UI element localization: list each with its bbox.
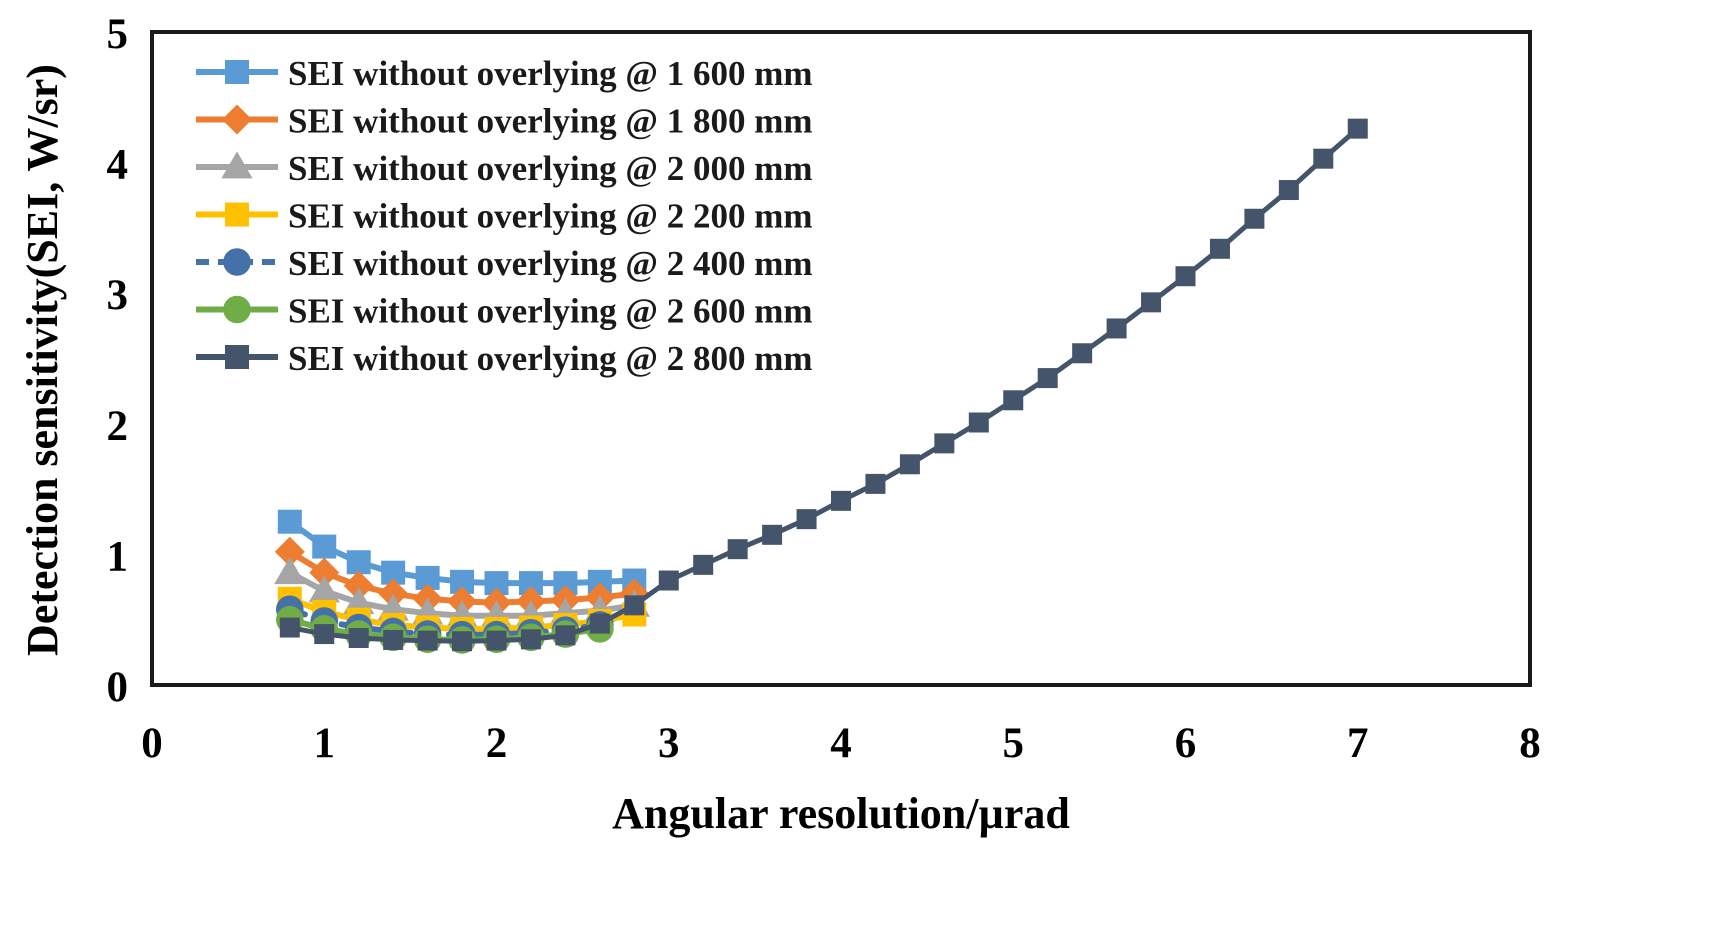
data-point-marker: [383, 629, 404, 650]
data-point-marker: [796, 509, 817, 530]
data-point-marker: [658, 570, 679, 591]
legend-item-label: SEI without overlying @ 2 800 mm: [288, 339, 813, 378]
x-axis-title: Angular resolution/µrad: [612, 789, 1070, 838]
data-point-marker: [274, 557, 306, 585]
data-point-marker: [274, 536, 305, 567]
data-point-marker: [968, 412, 989, 433]
x-tick-label: 0: [141, 720, 163, 767]
data-point-marker: [1313, 148, 1334, 169]
data-point-marker: [555, 625, 576, 646]
chart-legend: SEI without overlying @ 1 600 mm SEI with…: [196, 54, 813, 378]
series-line: [286, 606, 603, 638]
data-point-marker: [222, 104, 252, 135]
chart-series: [279, 118, 1368, 652]
data-point-marker: [225, 345, 249, 369]
y-tick-label: 0: [107, 664, 129, 711]
x-tick-label: 1: [314, 720, 336, 767]
data-point-marker: [693, 554, 714, 575]
data-point-marker: [1106, 318, 1127, 339]
data-point-marker: [225, 60, 249, 84]
data-point-marker: [520, 629, 541, 650]
data-point-marker: [309, 557, 340, 588]
data-point-marker: [223, 295, 251, 324]
data-point-marker: [312, 534, 337, 559]
data-point-marker: [762, 524, 783, 545]
legend-item[interactable]: SEI without overlying @ 2 200 mm: [196, 197, 813, 236]
legend-item-label: SEI without overlying @ 2 600 mm: [288, 292, 813, 331]
y-tick-label: 3: [107, 272, 129, 319]
legend-item-label: SEI without overlying @ 2 400 mm: [288, 244, 813, 283]
data-point-marker: [831, 490, 851, 511]
data-point-marker: [1209, 238, 1230, 259]
data-point-marker: [221, 151, 253, 179]
y-tick-label: 4: [107, 142, 129, 189]
data-point-marker: [378, 578, 409, 609]
x-tick-label: 4: [830, 720, 852, 767]
x-tick-label: 3: [658, 720, 680, 767]
data-point-marker: [727, 539, 748, 560]
legend-item-label: SEI without overlying @ 1 800 mm: [288, 102, 813, 141]
y-tick-label: 1: [107, 533, 129, 580]
series-layer: [274, 118, 1368, 654]
y-tick-label: 2: [107, 403, 129, 450]
data-point-marker: [308, 575, 340, 603]
x-tick-label: 8: [1519, 720, 1541, 767]
data-point-marker: [343, 570, 374, 601]
data-point-marker: [934, 433, 955, 454]
x-tick-label: 5: [1003, 720, 1025, 767]
y-axis-tick-labels: 0 1 2 3 4 5: [107, 11, 129, 711]
data-point-marker: [1244, 208, 1265, 229]
data-point-marker: [417, 630, 438, 651]
data-point-marker: [225, 202, 249, 227]
data-point-marker: [452, 631, 473, 652]
legend-item[interactable]: SEI without overlying @ 1 800 mm: [196, 102, 813, 141]
data-point-marker: [346, 550, 371, 575]
data-point-marker: [277, 509, 302, 534]
data-point-marker: [865, 473, 886, 494]
data-point-marker: [279, 617, 300, 638]
x-tick-label: 6: [1175, 720, 1197, 767]
data-point-marker: [624, 595, 645, 616]
legend-item[interactable]: SEI without overlying @ 2 600 mm: [196, 292, 813, 331]
data-point-marker: [1347, 118, 1368, 139]
legend-item[interactable]: SEI without overlying @ 2 800 mm: [196, 339, 813, 378]
legend-item[interactable]: SEI without overlying @ 2 400 mm: [196, 244, 813, 283]
data-point-marker: [1003, 390, 1024, 411]
legend-item-label: SEI without overlying @ 1 600 mm: [288, 54, 813, 93]
data-point-marker: [314, 624, 335, 645]
y-axis-title: Detection sensitivity(SEI, W/sr): [18, 64, 67, 656]
data-point-marker: [486, 630, 507, 651]
data-point-marker: [899, 454, 920, 475]
legend-item-label: SEI without overlying @ 2 200 mm: [288, 197, 813, 236]
x-axis-tick-labels: 0 1 2 3 4 5 6 7 8: [141, 720, 1541, 767]
legend-item[interactable]: SEI without overlying @ 1 600 mm: [196, 54, 813, 93]
data-point-marker: [223, 248, 251, 276]
data-point-marker: [1072, 343, 1093, 364]
data-point-marker: [1141, 292, 1162, 313]
legend-item-label: SEI without overlying @ 2 000 mm: [288, 149, 813, 188]
plot-border: [150, 30, 1532, 687]
x-tick-label: 2: [486, 720, 508, 767]
plot-frame: [150, 30, 1532, 687]
data-point-marker: [1037, 368, 1058, 389]
data-point-marker: [589, 613, 610, 634]
data-point-marker: [1175, 266, 1196, 287]
x-tick-label: 7: [1347, 720, 1369, 767]
data-point-marker: [1278, 180, 1299, 201]
legend-item[interactable]: SEI without overlying @ 2 000 mm: [196, 149, 813, 188]
data-point-marker: [348, 627, 369, 648]
data-point-marker: [343, 587, 375, 615]
chart-series: [277, 509, 647, 596]
y-tick-label: 5: [107, 11, 129, 58]
